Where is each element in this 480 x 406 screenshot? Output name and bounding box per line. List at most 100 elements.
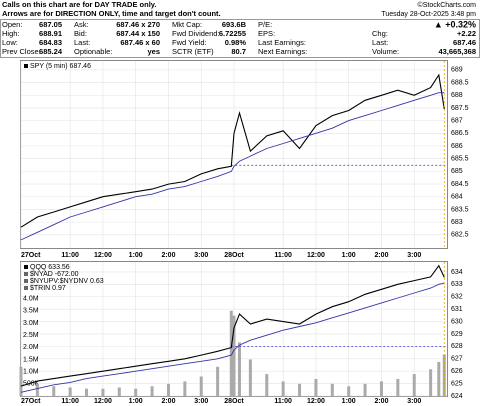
legend-swatch	[24, 279, 28, 283]
x-tick-label: 2:00	[161, 398, 175, 405]
label: Fwd Dividend:	[172, 29, 220, 38]
volume-bar	[248, 359, 252, 396]
y2-tick-label: 3.5M	[23, 308, 39, 315]
legend-swatch	[24, 265, 28, 269]
y-tick-label: 686.5	[451, 130, 469, 137]
volume-bar	[429, 369, 433, 396]
y2-tick-label: 1.0M	[23, 368, 39, 375]
value: 6.72255	[219, 29, 246, 38]
legend-label: $NYAD -672.00	[30, 271, 79, 278]
value: 684.83	[39, 38, 62, 47]
x-tick-label: 11:00	[61, 252, 79, 259]
label: Last:	[372, 38, 388, 47]
x-tick-label: 3:00	[407, 398, 421, 405]
volume-bar	[19, 366, 23, 396]
volume-bar	[265, 374, 269, 396]
volume-bar	[134, 388, 138, 396]
x-tick-label: 1:00	[129, 398, 143, 405]
legend-swatch	[24, 286, 28, 290]
label: Volume:	[372, 47, 399, 56]
y-tick-label: 687.5	[451, 105, 469, 112]
label: EPS:	[258, 29, 275, 38]
volume-bar	[101, 388, 105, 396]
y-tick-label: 624	[451, 393, 463, 400]
x-tick-label: 11:00	[61, 398, 79, 405]
y-tick-label: 629	[451, 331, 463, 338]
x-tick-label: 2:00	[374, 252, 388, 259]
volume-bar	[298, 383, 302, 396]
y-tick-label: 625	[451, 380, 463, 387]
y-tick-label: 633	[451, 281, 463, 288]
moving-average	[20, 92, 445, 241]
volume-bar	[281, 381, 285, 396]
main-pane	[20, 60, 448, 249]
y-tick-label: 683	[451, 219, 463, 226]
volume-bar	[52, 386, 56, 396]
volume-bar	[216, 366, 220, 396]
volume-bar	[379, 381, 383, 396]
legend-label: QQQ 633.56	[30, 264, 70, 271]
volume-bar	[237, 342, 241, 396]
y-tick-label: 685.5	[451, 156, 469, 163]
volume-bar	[412, 374, 416, 396]
volume-bar	[199, 376, 203, 396]
y-tick-label: 634	[451, 269, 463, 276]
x-tick-label: 12:00	[94, 398, 112, 405]
value: 80.7	[231, 47, 246, 56]
value: 685.24	[39, 47, 63, 56]
brand: ©StockCharts.com	[418, 1, 477, 9]
volume-bar	[85, 388, 89, 396]
timestamp: Tuesday 28-Oct-2025 3:48 pm	[381, 11, 476, 18]
y2-tick-label: 4.0M	[23, 295, 39, 302]
y-tick-label: 687	[451, 117, 463, 124]
x-tick-label: 12:00	[307, 252, 325, 259]
label: Low:	[2, 38, 18, 47]
y-tick-label: 630	[451, 318, 463, 325]
volume-bar	[166, 383, 170, 396]
y2-tick-label: 3.0M	[23, 320, 39, 327]
x-tick-label: 1:00	[342, 398, 356, 405]
label: Prev Close:	[2, 47, 41, 56]
x-tick-label: 12:00	[307, 398, 325, 405]
value: 687.46	[453, 38, 476, 47]
value: 687.05	[39, 20, 62, 29]
y-tick-label: 684.5	[451, 181, 469, 188]
label: Fwd Yield:	[172, 38, 207, 47]
x-tick-label: 3:00	[194, 398, 208, 405]
x-tick-label: 11:00	[274, 252, 292, 259]
label: Last Earnings:	[258, 38, 306, 47]
volume-bar	[68, 387, 72, 396]
legend-label: $TRIN 0.97	[30, 285, 66, 292]
legend-label: SPY (5 min) 687.46	[30, 63, 91, 70]
label: Optionable:	[74, 47, 112, 56]
x-tick-label: 28Oct	[224, 398, 244, 405]
moving-average	[20, 282, 445, 393]
y-tick-label: 628	[451, 343, 463, 350]
volume-bar	[232, 315, 236, 396]
value: 687.46 x 270	[116, 20, 160, 29]
y2-tick-label: 500K	[23, 381, 40, 388]
x-tick-label: 3:00	[407, 252, 421, 259]
volume-bar	[363, 383, 367, 396]
value: 43,665,368	[438, 47, 476, 56]
y-tick-label: 689	[451, 67, 463, 74]
y-tick-label: 686	[451, 143, 463, 150]
price-line	[20, 264, 445, 387]
volume-bar	[314, 378, 318, 396]
label: Chg:	[372, 29, 388, 38]
volume-bar	[330, 383, 334, 396]
y-tick-label: 683.5	[451, 206, 469, 213]
label: SCTR (ETF)	[172, 47, 214, 56]
value: 687.46 x 60	[120, 38, 160, 47]
legend-label: $NYUPV:$NYDNV 0.63	[30, 278, 104, 285]
y-tick-label: 688.5	[451, 79, 469, 86]
value: 693.6B	[222, 20, 247, 29]
volume-bar	[437, 361, 441, 396]
value: 688.91	[39, 29, 62, 38]
y-tick-label: 684	[451, 194, 463, 201]
notice: Calls on this chart are for DAY TRADE on…	[2, 0, 156, 9]
label: Next Earnings:	[258, 47, 307, 56]
x-tick-label: 3:00	[194, 252, 208, 259]
value: yes	[147, 47, 160, 56]
